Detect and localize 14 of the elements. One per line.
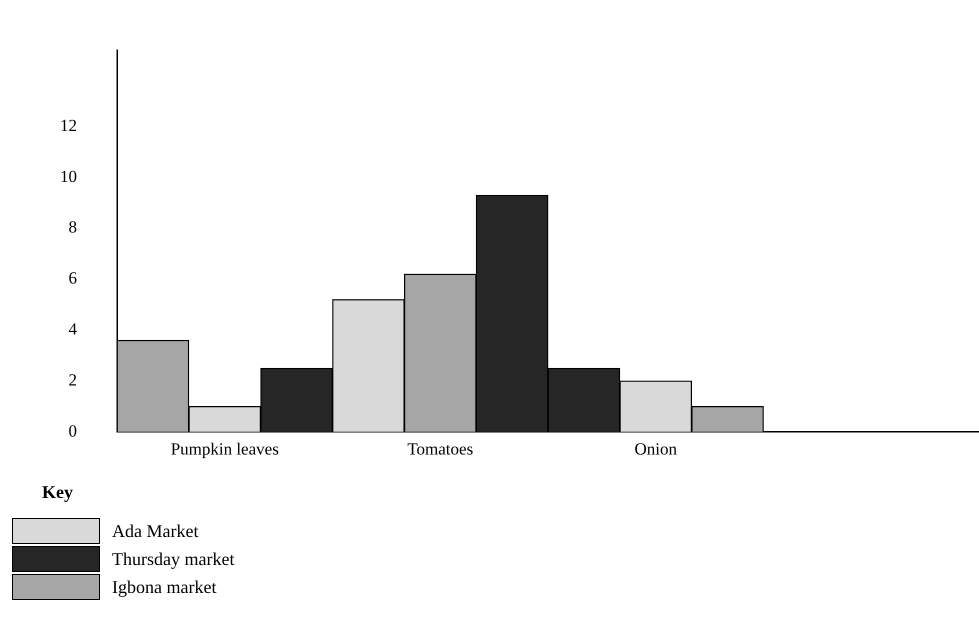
y-tick-label: 10: [60, 166, 77, 186]
y-tick-label: 2: [68, 370, 77, 390]
x-tick-label: Tomatoes: [407, 439, 474, 458]
y-tick-label: 0: [68, 421, 77, 440]
legend-label: Thursday market: [112, 548, 234, 570]
legend-label: Ada Market: [112, 520, 198, 542]
y-tick-label: 6: [68, 268, 77, 288]
y-tick-label: 12: [60, 116, 77, 135]
legend-label: Igbona market: [112, 576, 216, 598]
y-tick-label: 4: [68, 320, 78, 339]
x-tick-label: Onion: [634, 439, 678, 458]
x-tick-label: Pumpkin leaves: [170, 439, 279, 458]
y-tick-label: 8: [68, 218, 77, 237]
legend-title: Key: [42, 482, 74, 503]
